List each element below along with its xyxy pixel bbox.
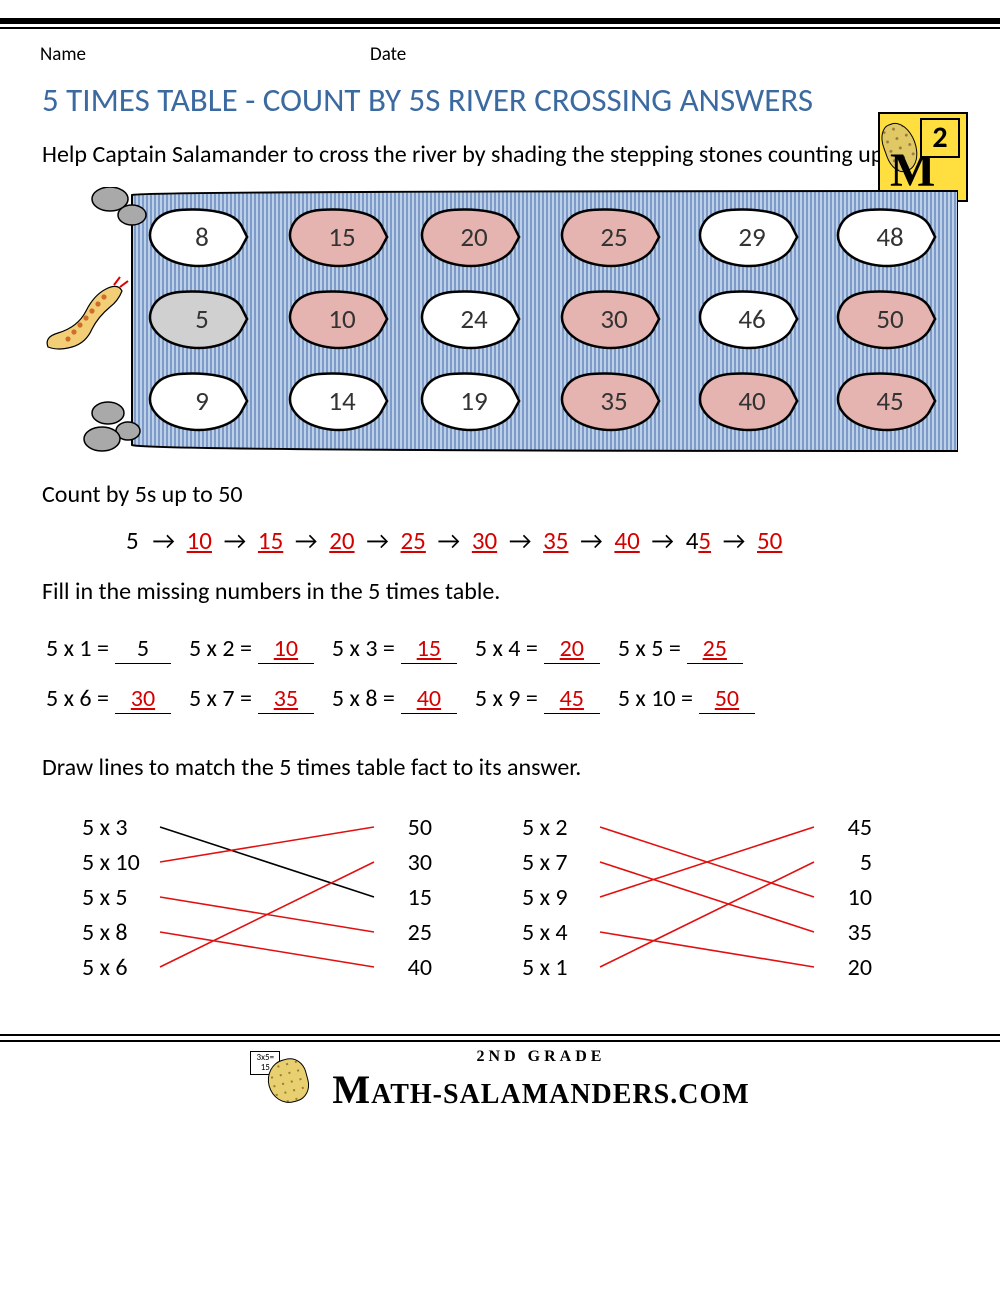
- svg-text:15: 15: [328, 221, 355, 254]
- svg-text:20: 20: [460, 221, 487, 254]
- match-column: 5 x 25 x 75 x 95 x 45 x 1455103520: [522, 810, 902, 990]
- footer-grade: 2ND GRADE: [332, 1048, 749, 1066]
- svg-text:9: 9: [195, 385, 209, 418]
- footer-salamander-icon: 3x5=15: [250, 1051, 320, 1111]
- svg-text:48: 48: [876, 221, 903, 254]
- river-crossing-diagram: 8 15 20 25 29 48 5 10 24 30 46 50 9 14 19 35 40 45: [42, 187, 958, 455]
- svg-text:46: 46: [738, 303, 765, 336]
- header-row: Name Date: [0, 43, 1000, 66]
- svg-text:19: 19: [460, 385, 487, 418]
- fill-cell: 5 x 4 =20: [475, 634, 618, 664]
- match-column: 5 x 35 x 105 x 55 x 85 x 65030152540: [82, 810, 462, 990]
- fill-label: Fill in the missing numbers in the 5 tim…: [42, 574, 958, 610]
- fill-cell: 5 x 9 =45: [475, 684, 618, 714]
- svg-text:29: 29: [738, 221, 765, 254]
- footer-url: MATH-SALAMANDERS.COM: [332, 1066, 749, 1113]
- date-label: Date: [370, 43, 960, 66]
- count-label: Count by 5s up to 50: [42, 477, 958, 513]
- svg-text:45: 45: [876, 385, 903, 418]
- svg-text:30: 30: [600, 303, 627, 336]
- fill-cell: 5 x 5 =25: [618, 634, 761, 664]
- svg-text:35: 35: [600, 385, 627, 418]
- svg-text:5: 5: [195, 303, 209, 336]
- svg-text:14: 14: [328, 385, 356, 418]
- fill-cell: 5 x 6 =30: [46, 684, 189, 714]
- svg-text:40: 40: [738, 385, 765, 418]
- top-rule: [0, 18, 1000, 21]
- svg-text:50: 50: [876, 303, 903, 336]
- match-label: Draw lines to match the 5 times table fa…: [42, 750, 958, 786]
- name-label: Name: [40, 43, 370, 66]
- footer: 3x5=15 2ND GRADE MATH-SALAMANDERS.COM: [0, 1034, 1000, 1133]
- svg-text:25: 25: [600, 221, 627, 254]
- logo-digit: 2: [920, 118, 960, 158]
- svg-text:24: 24: [460, 303, 488, 336]
- fill-cell: 5 x 2 =10: [189, 634, 332, 664]
- page-title: 5 TIMES TABLE - COUNT BY 5S RIVER CROSSI…: [42, 80, 838, 121]
- count-sequence: 5 → 10 → 15 → 20 → 25 → 30 → 35 → 40 → 4…: [42, 517, 958, 564]
- fill-table: 5 x 1 =55 x 2 =105 x 3 =155 x 4 =205 x 5…: [42, 624, 958, 740]
- fill-cell: 5 x 1 =5: [46, 634, 189, 664]
- top-rule-2: [0, 27, 1000, 29]
- svg-text:8: 8: [195, 221, 209, 254]
- intro-text: Help Captain Salamander to cross the riv…: [42, 137, 958, 173]
- svg-text:10: 10: [328, 303, 355, 336]
- match-area: 5 x 35 x 105 x 55 x 85 x 65030152540 5 x …: [42, 800, 958, 1010]
- fill-cell: 5 x 8 =40: [332, 684, 475, 714]
- fill-cell: 5 x 3 =15: [332, 634, 475, 664]
- fill-cell: 5 x 7 =35: [189, 684, 332, 714]
- fill-cell: 5 x 10 =50: [618, 684, 773, 714]
